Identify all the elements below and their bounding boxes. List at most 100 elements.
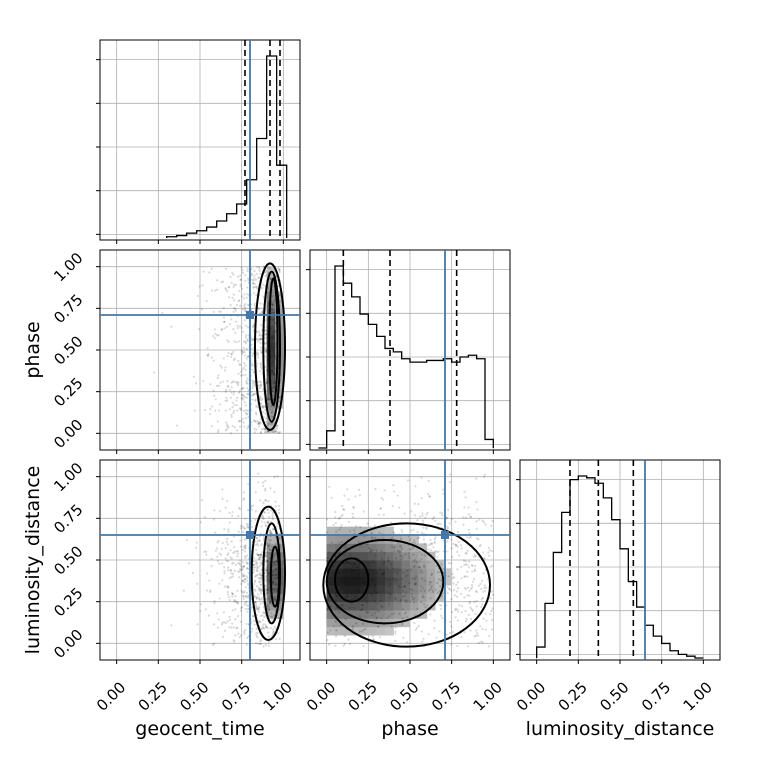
scatter-point [227, 286, 230, 289]
density-cell [326, 585, 336, 594]
scatter-point [334, 635, 338, 638]
scatter-point [425, 513, 428, 516]
scatter-point [219, 310, 222, 313]
scatter-point [483, 557, 486, 560]
scatter-point [238, 570, 241, 573]
density-cell [266, 535, 276, 544]
scatter-point [482, 590, 485, 593]
scatter-point [243, 425, 246, 428]
scatter-point [368, 584, 371, 587]
scatter-point [337, 571, 341, 574]
scatter-point [397, 549, 400, 553]
scatter-point [490, 524, 493, 527]
scatter-point [428, 495, 431, 498]
scatter-point [260, 525, 263, 528]
scatter-point [410, 548, 413, 551]
scatter-point [432, 516, 436, 519]
scatter-point [237, 570, 240, 573]
scatter-point [471, 570, 474, 573]
scatter-point [463, 575, 466, 578]
scatter-point [271, 615, 274, 618]
scatter-point [377, 513, 381, 516]
scatter-point [259, 555, 262, 558]
scatter-point [230, 355, 233, 358]
scatter-point [243, 581, 247, 584]
scatter-point [226, 500, 229, 503]
density-cell [343, 618, 353, 628]
scatter-point [275, 525, 278, 528]
scatter-point [464, 588, 468, 591]
scatter-point [270, 355, 273, 358]
scatter-point [234, 320, 238, 323]
scatter-point [468, 589, 471, 592]
scatter-point [259, 642, 263, 645]
scatter-point [278, 430, 282, 434]
scatter-point [347, 520, 351, 523]
scatter-point [334, 555, 337, 558]
x-tick-label: 0.25 [345, 678, 381, 714]
scatter-point [264, 431, 267, 434]
density-cell [385, 560, 394, 569]
scatter-point [267, 609, 271, 612]
scatter-point [217, 539, 220, 543]
scatter-point [452, 589, 456, 592]
scatter-point [481, 519, 484, 522]
scatter-point [246, 594, 249, 598]
scatter-point [185, 538, 188, 541]
scatter-point [328, 643, 331, 646]
scatter-point [221, 497, 224, 500]
scatter-point [273, 318, 276, 322]
scatter-point [257, 306, 260, 310]
scatter-point [271, 545, 274, 548]
scatter-point [413, 564, 416, 568]
scatter-point [463, 596, 466, 599]
scatter-point [334, 516, 337, 519]
scatter-point [262, 515, 265, 518]
scatter-point [239, 545, 242, 548]
scatter-point [231, 593, 235, 596]
scatter-point [257, 356, 260, 359]
density-cell [385, 610, 394, 619]
scatter-point [269, 602, 273, 605]
scatter-point [365, 601, 369, 604]
scatter-point [217, 334, 220, 337]
scatter-point [403, 512, 406, 515]
scatter-point [273, 625, 276, 628]
scatter-point [348, 530, 352, 533]
density-cell [385, 543, 394, 553]
scatter-point [238, 325, 242, 328]
scatter-point [246, 339, 249, 342]
density-cell [335, 593, 344, 603]
scatter-point [223, 569, 226, 573]
scatter-point [237, 602, 240, 605]
scatter-point [380, 558, 383, 561]
scatter-point [193, 409, 196, 412]
scatter-point [488, 549, 491, 552]
scatter-point [265, 569, 268, 572]
scatter-point [373, 537, 377, 540]
density-cell [401, 576, 411, 586]
scatter-point [472, 555, 475, 558]
scatter-point [268, 542, 271, 545]
scatter-point [442, 488, 445, 491]
scatter-point [242, 366, 245, 370]
scatter-point [448, 522, 451, 525]
scatter-point [429, 538, 432, 541]
scatter-point [214, 409, 217, 412]
density-cell [360, 601, 369, 611]
scatter-point [196, 623, 199, 626]
scatter-point [242, 565, 245, 568]
scatter-point [350, 602, 353, 605]
scatter-point [456, 610, 460, 613]
scatter-point [326, 560, 329, 563]
scatter-point [393, 596, 397, 599]
scatter-point [361, 604, 364, 607]
scatter-point [272, 290, 275, 294]
y-tick-label: 0.25 [50, 374, 86, 410]
scatter-point [380, 573, 384, 576]
scatter-point [278, 400, 281, 403]
scatter-point [335, 595, 338, 598]
scatter-point [262, 405, 265, 408]
scatter-point [228, 577, 231, 580]
scatter-point [400, 585, 404, 589]
